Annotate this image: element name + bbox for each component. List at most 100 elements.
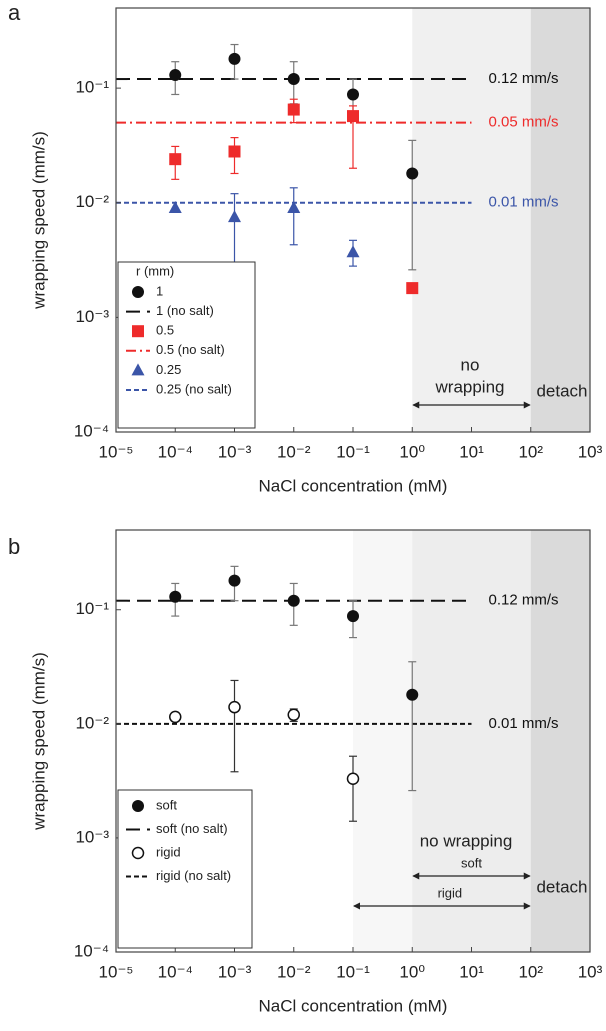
x-tick-label: 10⁻² — [277, 962, 311, 981]
legend-label: 1 — [156, 283, 163, 298]
y-tick-label: 10⁻¹ — [75, 78, 109, 97]
x-tick-label: 10⁻¹ — [336, 962, 370, 981]
arrow-label: rigid — [438, 885, 463, 900]
legend-label: rigid (no salt) — [156, 868, 231, 883]
marker — [347, 610, 359, 623]
panel: b 0.12 mm/s 0.01 mm/s soft rigid no wrapping d… — [8, 529, 603, 1015]
shaded-region — [530, 8, 590, 432]
x-axis-title: NaCl concentration (mM) — [259, 996, 448, 1015]
marker — [228, 52, 241, 65]
y-tick-label: 10⁻⁴ — [74, 421, 109, 440]
x-tick-label: 10¹ — [459, 442, 484, 461]
marker — [287, 708, 300, 722]
marker — [169, 69, 182, 82]
marker — [347, 88, 359, 101]
y-axis-title: wrapping speed (mm/s) — [29, 652, 48, 831]
marker — [346, 245, 360, 258]
marker — [169, 153, 182, 166]
annotation: no — [461, 355, 480, 374]
legend-label: 1 (no salt) — [156, 303, 214, 318]
marker — [287, 594, 300, 607]
legend-label: 0.25 (no salt) — [156, 381, 232, 396]
x-tick-label: 10² — [518, 962, 543, 981]
shaded-region — [530, 530, 590, 952]
marker — [169, 590, 182, 603]
marker — [287, 200, 301, 213]
x-tick-label: 10⁻² — [277, 442, 311, 461]
marker — [287, 73, 300, 86]
error-bar — [408, 139, 417, 271]
legend-swatch — [131, 363, 145, 376]
legend-box — [117, 789, 253, 949]
marker — [228, 145, 241, 158]
error-bar — [230, 193, 239, 267]
arrow-head — [523, 872, 531, 880]
marker — [228, 210, 241, 223]
legend-swatch — [132, 800, 144, 812]
y-tick-label: 10⁻² — [75, 192, 109, 211]
legend-swatch — [132, 325, 144, 338]
y-tick-label: 10⁻¹ — [75, 599, 109, 618]
legend-title: r (mm) — [136, 263, 174, 278]
x-tick-label: 10¹ — [459, 962, 484, 981]
legend-label: soft (no salt) — [156, 821, 228, 836]
marker — [228, 700, 241, 714]
marker — [347, 110, 359, 123]
arrow-head — [523, 902, 531, 910]
arrow-head — [412, 401, 420, 409]
marker — [168, 200, 182, 213]
x-axis-title: NaCl concentration (mM) — [259, 476, 448, 495]
shaded-region — [353, 530, 413, 952]
arrow-head — [412, 872, 420, 880]
panel-letter: a — [8, 0, 21, 25]
x-tick-label: 10⁰ — [399, 962, 425, 981]
y-tick-label: 10⁻⁴ — [74, 941, 109, 960]
marker — [169, 710, 182, 724]
arrow-head — [523, 401, 531, 409]
marker — [406, 167, 419, 180]
error-bar — [289, 187, 298, 246]
annotation: detach — [536, 877, 587, 896]
y-axis-title: wrapping speed (mm/s) — [29, 131, 48, 310]
y-tick-label: 10⁻² — [75, 713, 109, 732]
x-tick-label: 10² — [518, 442, 543, 461]
legend-swatch — [132, 286, 144, 298]
x-tick-label: 10⁻¹ — [336, 442, 370, 461]
annotation: detach — [536, 381, 587, 400]
x-tick-label: 10⁻³ — [218, 442, 252, 461]
x-tick-label: 10³ — [578, 962, 603, 981]
reference-label: 0.12 mm/s — [489, 592, 559, 609]
legend-label: 0.5 — [156, 323, 174, 338]
marker — [228, 574, 241, 587]
reference-label: 0.01 mm/s — [489, 715, 559, 732]
reference-label: 0.12 mm/s — [489, 70, 559, 87]
y-tick-label: 10⁻³ — [75, 307, 109, 326]
annotation: wrapping — [435, 377, 505, 396]
x-tick-label: 10⁻⁵ — [99, 962, 134, 981]
legend-label: 0.25 — [156, 362, 181, 377]
panel-letter: b — [8, 534, 20, 559]
y-tick-label: 10⁻³ — [75, 827, 109, 846]
annotation: no wrapping — [420, 831, 513, 850]
error-bar — [349, 755, 357, 822]
legend-label: 0.5 (no salt) — [156, 342, 225, 357]
x-tick-label: 10⁻⁵ — [99, 442, 134, 461]
legend-label: soft — [156, 797, 177, 812]
legend-swatch — [131, 846, 145, 860]
marker — [287, 103, 300, 116]
arrow-label: soft — [461, 855, 482, 870]
error-bar — [230, 679, 239, 773]
x-tick-label: 10⁻⁴ — [158, 962, 193, 981]
error-bar — [408, 661, 417, 792]
x-tick-label: 10⁻⁴ — [158, 442, 193, 461]
x-tick-label: 10⁻³ — [218, 962, 252, 981]
reference-label: 0.01 mm/s — [489, 194, 559, 211]
marker — [406, 688, 419, 701]
x-tick-label: 10³ — [578, 442, 603, 461]
legend-label: rigid — [156, 844, 181, 859]
panel: a 0.12 mm/s 0.05 mm/s 0.01 mm/s no wrapping de… — [8, 0, 603, 495]
marker — [346, 772, 360, 786]
reference-label: 0.05 mm/s — [489, 114, 559, 131]
arrow-head — [353, 902, 360, 910]
